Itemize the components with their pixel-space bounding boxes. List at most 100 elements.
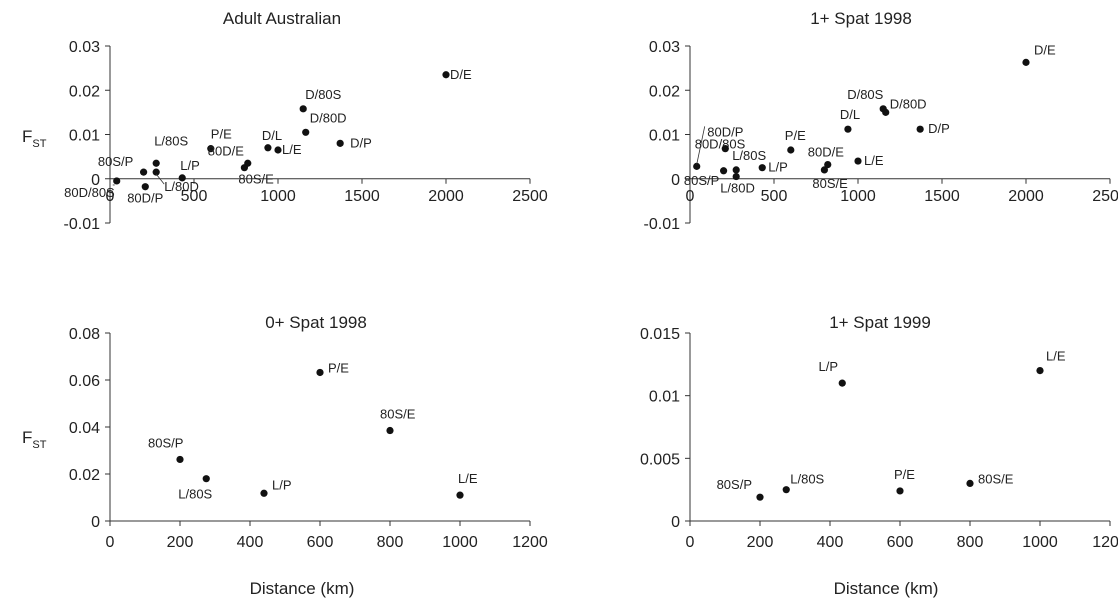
y-tick-label: 0 (671, 514, 680, 531)
point-label: 80S/E (978, 471, 1014, 486)
panel-title: Adult Australian (223, 9, 341, 28)
data-point (152, 168, 160, 176)
x-tick-label: 400 (817, 534, 844, 551)
point-label: L/80S (732, 148, 766, 163)
x-tick-label: 0 (686, 534, 695, 551)
x-tick-label: 800 (957, 534, 984, 551)
y-axis-label: FST (22, 127, 47, 150)
data-point (456, 491, 464, 499)
panel-1: Adult Australian -0.01 0 0.01 0.02 0.03 0 500 10… (22, 9, 548, 233)
y-tick-label: -0.01 (64, 216, 101, 233)
x-tick-label: 600 (887, 534, 914, 551)
point-label: L/80S (154, 133, 188, 148)
x-tick-label: 200 (167, 534, 194, 551)
data-point (844, 125, 852, 133)
point-label: D/80D (890, 96, 927, 111)
data-point (854, 157, 862, 165)
panel-2: 1+ Spat 1998 -0.01 0 0.01 0.02 0.03 0 500 1000 15… (644, 9, 1118, 233)
x-tick-label: 2500 (512, 188, 548, 205)
data-point (240, 164, 248, 172)
point-label: L/P (272, 477, 292, 492)
panel-title: 1+ Spat 1998 (810, 9, 912, 28)
data-point (113, 177, 121, 185)
data-point (896, 487, 904, 495)
point-label: D/80S (847, 87, 883, 102)
point-label: L/E (282, 142, 302, 157)
y-tick-label: 0.005 (640, 451, 680, 468)
x-tick-label: 500 (181, 188, 208, 205)
point-label: 80D/P (127, 191, 163, 206)
data-point (732, 166, 740, 174)
label-leader-line (696, 126, 706, 165)
data-point (264, 144, 272, 152)
y-tick-label: 0.06 (69, 373, 100, 390)
x-tick-label: 1000 (1022, 534, 1058, 551)
data-point (274, 146, 282, 154)
data-point (787, 146, 795, 154)
data-point (316, 368, 324, 377)
y-tick-label: 0 (671, 172, 680, 189)
data-point (732, 172, 740, 181)
point-label: L/E (864, 153, 884, 168)
data-point (916, 125, 924, 133)
x-tick-label: 1000 (840, 188, 876, 205)
x-tick-label: 1500 (344, 188, 380, 205)
point-label: 80S/E (812, 176, 848, 191)
x-tick-label: 1000 (442, 534, 478, 551)
data-point (1022, 58, 1030, 66)
data-point (838, 379, 846, 387)
data-point (820, 166, 829, 174)
x-axis-label: Distance (km) (834, 579, 939, 598)
point-label: 80S/P (684, 173, 719, 188)
panel-title: 1+ Spat 1999 (829, 313, 931, 332)
point-label: L/80S (790, 472, 824, 487)
data-point (758, 164, 766, 172)
point-label: D/80D (310, 110, 347, 125)
point-label: 80S/P (98, 154, 133, 169)
data-point (756, 493, 764, 501)
x-tick-label: 400 (237, 534, 264, 551)
point-label: 80D/E (808, 145, 844, 160)
point-label: 80D/80S (64, 185, 115, 200)
point-label: P/E (894, 467, 915, 482)
point-label: D/L (840, 107, 860, 122)
point-label: 80D/E (208, 143, 244, 158)
point-label: D/E (1034, 42, 1056, 57)
y-tick-label: 0 (91, 172, 100, 189)
x-tick-label: 1200 (512, 534, 548, 551)
y-tick-label: 0.03 (649, 39, 680, 56)
x-tick-label: 2000 (1008, 188, 1044, 205)
panel-4: 1+ Spat 1999 0 0.005 0.01 0.015 0 200 400 600 800… (640, 313, 1118, 598)
data-point (1036, 367, 1044, 375)
x-tick-label: 600 (307, 534, 334, 551)
point-label: L/80S (178, 487, 212, 502)
data-point (178, 174, 186, 182)
panel-title: 0+ Spat 1998 (265, 313, 367, 332)
y-tick-label: 0.01 (69, 128, 100, 145)
y-tick-label: 0.02 (69, 467, 100, 484)
data-point (202, 475, 210, 483)
data-point (152, 159, 160, 167)
point-label: P/E (328, 360, 349, 375)
point-label: D/P (350, 135, 372, 150)
point-label: 80S/P (717, 477, 752, 492)
y-tick-label: 0.04 (69, 420, 100, 437)
data-point (693, 162, 701, 170)
data-point (207, 145, 215, 153)
label-leader-line (155, 173, 165, 185)
data-point (140, 168, 148, 176)
x-tick-label: 0 (686, 188, 695, 205)
data-point (299, 105, 307, 113)
point-label: L/P (180, 158, 200, 173)
point-label: D/80S (305, 87, 341, 102)
point-label: D/L (262, 128, 282, 143)
data-point (442, 71, 450, 79)
data-point (721, 145, 729, 153)
y-tick-label: 0.08 (69, 326, 100, 343)
point-label: L/E (1046, 349, 1066, 364)
y-axis-label: FST (22, 428, 47, 451)
data-point (824, 160, 832, 169)
data-point (782, 486, 790, 494)
x-tick-label: 0 (106, 188, 115, 205)
data-point (176, 455, 184, 464)
